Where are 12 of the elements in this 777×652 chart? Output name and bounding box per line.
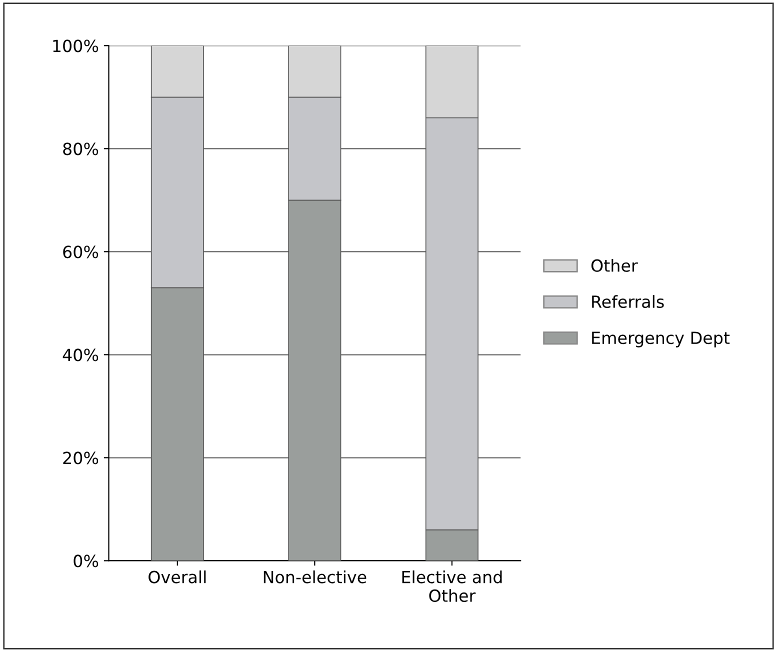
y-tick-label: 100% xyxy=(53,40,98,52)
legend-label: Referrals xyxy=(592,295,664,308)
y-tick-label: 80% xyxy=(63,142,98,156)
x-tick-label: Non-elective xyxy=(264,570,366,584)
y-tick-label: 0% xyxy=(74,554,98,568)
y-tick-label: 20% xyxy=(63,452,98,464)
legend-label: Other xyxy=(591,258,638,272)
y-tick-label: 60% xyxy=(63,246,98,258)
x-tick-label: Overall xyxy=(148,570,206,584)
x-tick-label: Elective and Other xyxy=(402,570,502,602)
y-tick-label: 40% xyxy=(62,348,98,362)
legend-label: Emergency Dept xyxy=(592,332,730,348)
